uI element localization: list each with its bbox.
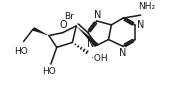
Text: N: N — [119, 48, 127, 58]
Text: N: N — [88, 39, 95, 49]
Polygon shape — [33, 27, 49, 36]
Text: N: N — [137, 20, 144, 30]
Text: Br: Br — [64, 12, 74, 21]
Text: HO: HO — [42, 67, 56, 76]
Text: ·OH: ·OH — [91, 54, 108, 63]
Text: O: O — [60, 20, 67, 30]
Text: NH₂: NH₂ — [138, 2, 155, 11]
Text: N: N — [94, 9, 102, 19]
Polygon shape — [76, 26, 99, 47]
Text: HO: HO — [14, 47, 28, 56]
